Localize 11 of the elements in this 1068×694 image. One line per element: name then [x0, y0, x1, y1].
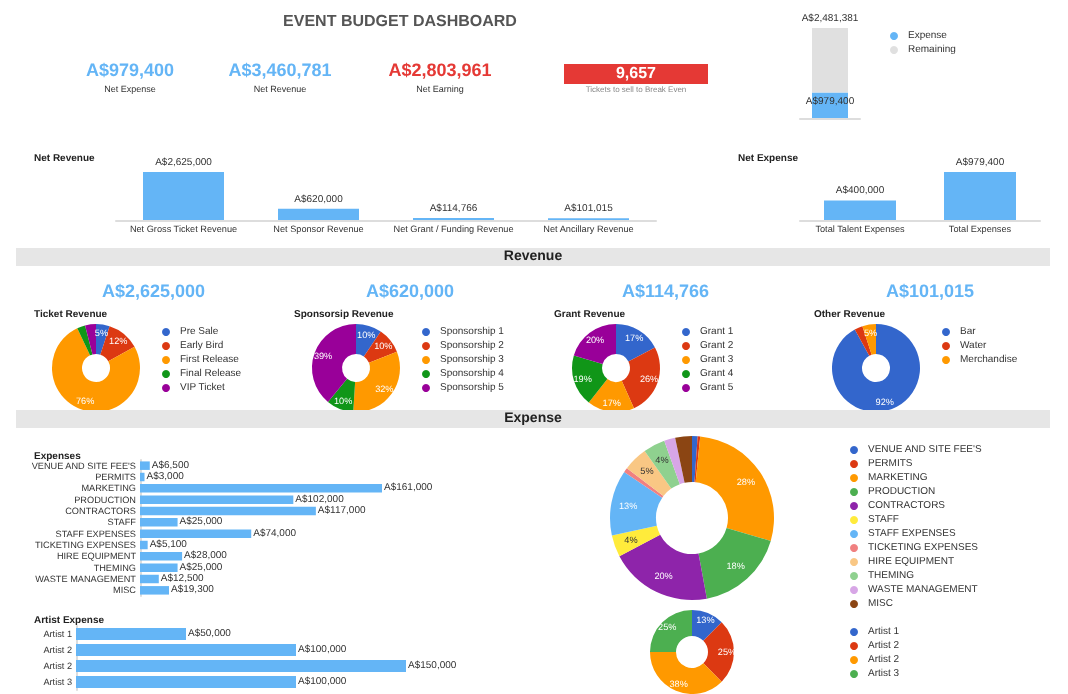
chart-subtitle: A$114,766 — [622, 281, 710, 301]
chart-subtitle: A$620,000 — [366, 281, 455, 301]
chart-subtitle: A$101,015 — [886, 281, 975, 301]
text: A$2,803,961 — [386, 60, 494, 82]
text: A$3,460,781 — [226, 60, 334, 82]
bar — [143, 172, 224, 220]
text: A$979,400 — [83, 60, 177, 82]
text: EVENT BUDGET DASHBOARD — [281, 12, 519, 30]
bar — [278, 208, 359, 220]
chart-subtitle: A$2,625,000 — [102, 281, 206, 301]
text: 9,657 — [564, 64, 708, 84]
